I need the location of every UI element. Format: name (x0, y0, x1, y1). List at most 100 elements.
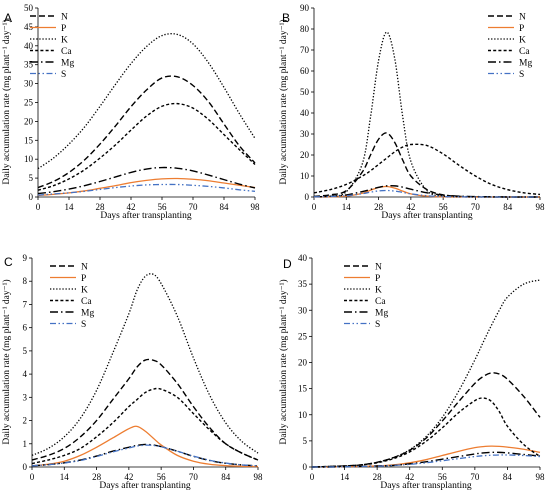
legend-label-k: K (61, 36, 68, 46)
series-line-s (37, 183, 256, 196)
x-tick-label: 14 (342, 202, 352, 212)
series-line-mg (313, 185, 540, 198)
legend-label-n: N (61, 13, 68, 23)
x-tick-label: 98 (251, 202, 261, 212)
y-tick-label: 0 (303, 462, 308, 472)
legend-label-ca: Ca (375, 297, 386, 307)
series-line-k (37, 33, 256, 170)
legend-label-s: S (61, 70, 66, 80)
y-tick-label: 30 (298, 305, 308, 315)
series-line-n (311, 372, 541, 468)
y-tick-label: 1 (23, 439, 28, 449)
legend-label-s: S (519, 70, 524, 80)
x-tick-label: 56 (158, 202, 168, 212)
y-tick-label: 45 (24, 22, 34, 32)
y-tick-label: 50 (300, 87, 310, 97)
series-line-ca (31, 387, 259, 465)
y-tick-label: 35 (298, 279, 308, 289)
x-tick-label: 0 (312, 202, 317, 212)
x-tick-label: 98 (536, 472, 546, 482)
x-tick-label: 70 (189, 202, 199, 212)
y-tick-label: 40 (24, 41, 34, 51)
x-tick-label: 28 (373, 472, 383, 482)
x-tick-label: 84 (503, 472, 513, 482)
legend-label-mg: Mg (375, 309, 388, 319)
series-line-ca (37, 102, 256, 191)
legend-label-p: P (519, 24, 524, 34)
y-tick-label: 4 (23, 369, 28, 379)
series-line-p (31, 425, 259, 468)
y-tick-label: 0 (23, 462, 28, 472)
x-axis-label: Days after transplanting (381, 210, 473, 221)
y-tick-label: 20 (24, 116, 34, 126)
y-tick-label: 20 (300, 150, 310, 160)
x-axis-label: Days after transplanting (99, 480, 191, 491)
series-line-mg (37, 166, 256, 195)
panel-letter: D (283, 257, 292, 271)
x-tick-label: 0 (36, 202, 41, 212)
y-axis-label: Daily accumulation rate (mg plant⁻¹ day⁻… (278, 279, 289, 444)
x-tick-label: 98 (254, 472, 264, 482)
x-tick-label: 0 (310, 472, 315, 482)
x-tick-label: 0 (30, 472, 35, 482)
x-tick-label: 14 (60, 472, 70, 482)
series-line-p (37, 177, 256, 197)
legend-label-ca: Ca (519, 47, 530, 57)
y-tick-label: 2 (23, 416, 28, 426)
x-tick-label: 14 (65, 202, 75, 212)
series-line-n (313, 132, 540, 198)
x-tick-label: 70 (471, 202, 481, 212)
y-tick-label: 35 (24, 60, 34, 70)
panel-letter: B (282, 11, 290, 25)
x-tick-label: 84 (220, 202, 230, 212)
series-line-mg (311, 451, 541, 468)
y-tick-label: 25 (298, 331, 308, 341)
x-tick-label: 42 (127, 202, 136, 212)
y-tick-label: 20 (298, 358, 308, 368)
series-line-p (311, 445, 541, 468)
legend-label-mg: Mg (519, 59, 532, 69)
y-tick-label: 10 (300, 171, 310, 181)
x-tick-label: 70 (189, 472, 199, 482)
y-tick-label: 6 (23, 323, 28, 333)
y-tick-label: 10 (24, 154, 34, 164)
x-tick-label: 28 (374, 202, 384, 212)
legend-label-mg: Mg (61, 59, 74, 69)
panel-a: A 0 5 10 15 20 25 30 35 40 45 50 0 14 28 42 56 70 84 98 Days… (1, 3, 260, 221)
y-tick-label: 5 (303, 436, 308, 446)
y-tick-label: 30 (24, 79, 34, 89)
series-line-s (311, 454, 541, 468)
y-axis-label: Daily accumulation rate (mg plant⁻¹ day⁻… (278, 19, 289, 184)
legend-label-k: K (519, 36, 526, 46)
legend-label-ca: Ca (81, 297, 92, 307)
panel-letter: C (4, 255, 13, 269)
series-line-ca (311, 397, 541, 468)
legend-label-p: P (375, 274, 380, 284)
y-tick-label: 5 (23, 346, 28, 356)
y-tick-label: 10 (298, 410, 308, 420)
panel-b: B 0 10 20 30 40 50 60 70 80 90 0 14 28 42 56 70 84 98 Days … (278, 3, 545, 221)
y-tick-label: 8 (23, 276, 28, 286)
series-line-ca (313, 143, 541, 196)
series-line-s (31, 444, 259, 467)
y-tick-label: 60 (300, 66, 310, 76)
y-tick-label: 5 (29, 173, 34, 183)
y-tick-label: 70 (300, 45, 310, 55)
legend-label-p: P (81, 274, 86, 284)
series-line-p (313, 185, 540, 198)
x-tick-label: 56 (157, 472, 167, 482)
legend-label-p: P (61, 24, 66, 34)
y-tick-label: 40 (298, 253, 308, 263)
legend-label-k: K (375, 286, 382, 296)
x-tick-label: 28 (96, 202, 106, 212)
y-tick-label: 3 (23, 392, 28, 402)
legend-label-k: K (81, 286, 88, 296)
y-tick-label: 30 (300, 129, 310, 139)
y-tick-label: 15 (298, 384, 308, 394)
legend-label-s: S (375, 320, 380, 330)
